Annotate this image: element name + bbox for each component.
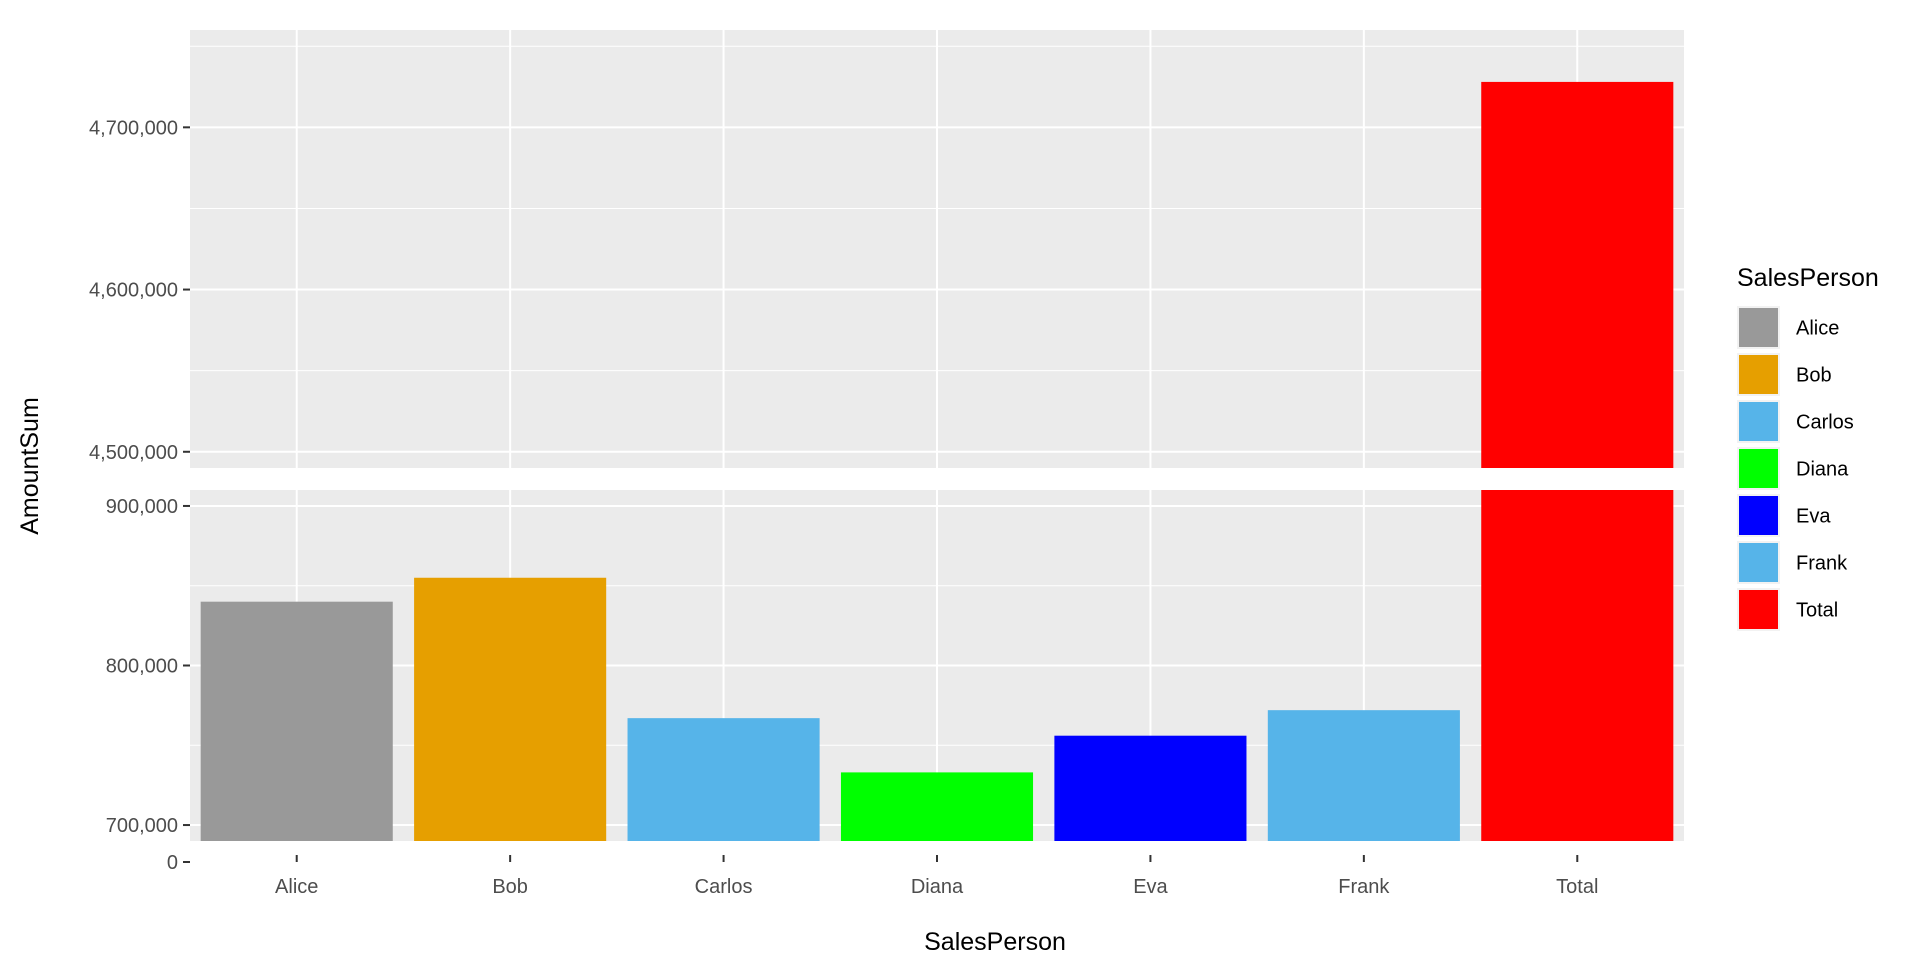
legend-label-bob: Bob — [1796, 365, 1832, 387]
x-tick-label-carlos: Carlos — [695, 876, 753, 898]
y-axis-title: AmountSum — [16, 397, 44, 535]
x-tick-label-eva: Eva — [1133, 876, 1168, 898]
bar-eva-lower-panel — [1054, 735, 1247, 841]
x-tick-label-bob: Bob — [492, 876, 528, 898]
lower-y-tick-label: 700,000 — [106, 815, 178, 837]
x-axis-title: SalesPerson — [924, 928, 1066, 956]
upper-y-tick-label: 4,500,000 — [89, 442, 178, 464]
legend-swatch-frank — [1739, 543, 1778, 582]
baseline-y-tick-label: 0 — [167, 852, 178, 874]
bar-carlos-lower-panel — [627, 718, 820, 841]
bar-total-upper-panel — [1481, 81, 1674, 469]
bar-bob-lower-panel — [414, 577, 607, 841]
lower-y-tick-label: 800,000 — [106, 656, 178, 678]
x-tick-label-diana: Diana — [911, 876, 964, 898]
x-tick-label-frank: Frank — [1338, 876, 1390, 898]
upper-y-tick-label: 4,600,000 — [89, 280, 178, 302]
legend-label-total: Total — [1796, 600, 1838, 622]
legend-swatch-carlos — [1739, 402, 1778, 441]
bar-frank-lower-panel — [1267, 710, 1460, 841]
legend-entries: Alice Bob Carlos Diana Eva Frank Total — [1737, 306, 1854, 631]
lower-y-tick-label: 900,000 — [106, 496, 178, 518]
legend-swatch-diana — [1739, 449, 1778, 488]
axes: 4,500,000 4,600,000 4,700,000 700,000 800,00… — [89, 117, 1598, 898]
legend-swatch-alice — [1739, 308, 1778, 347]
x-tick-label-total: Total — [1556, 876, 1598, 898]
legend-swatch-bob — [1739, 355, 1778, 394]
legend-label-frank: Frank — [1796, 553, 1848, 575]
legend-title: SalesPerson — [1737, 264, 1879, 292]
bar-alice-lower-panel — [200, 601, 393, 841]
bar-total-lower-panel — [1481, 490, 1674, 841]
legend-label-diana: Diana — [1796, 459, 1849, 481]
legend-label-eva: Eva — [1796, 506, 1831, 528]
legend-label-carlos: Carlos — [1796, 412, 1854, 434]
legend: SalesPerson Alice Bob Carlos Diana Eva Frank T… — [1737, 264, 1879, 631]
upper-y-tick-label: 4,700,000 — [89, 117, 178, 139]
legend-swatch-total — [1739, 590, 1778, 629]
upper-panel — [190, 30, 1684, 469]
x-tick-label-alice: Alice — [275, 876, 318, 898]
legend-swatch-eva — [1739, 496, 1778, 535]
lower-panel — [190, 490, 1684, 841]
bar-diana-lower-panel — [840, 772, 1034, 841]
legend-label-alice: Alice — [1796, 318, 1839, 340]
